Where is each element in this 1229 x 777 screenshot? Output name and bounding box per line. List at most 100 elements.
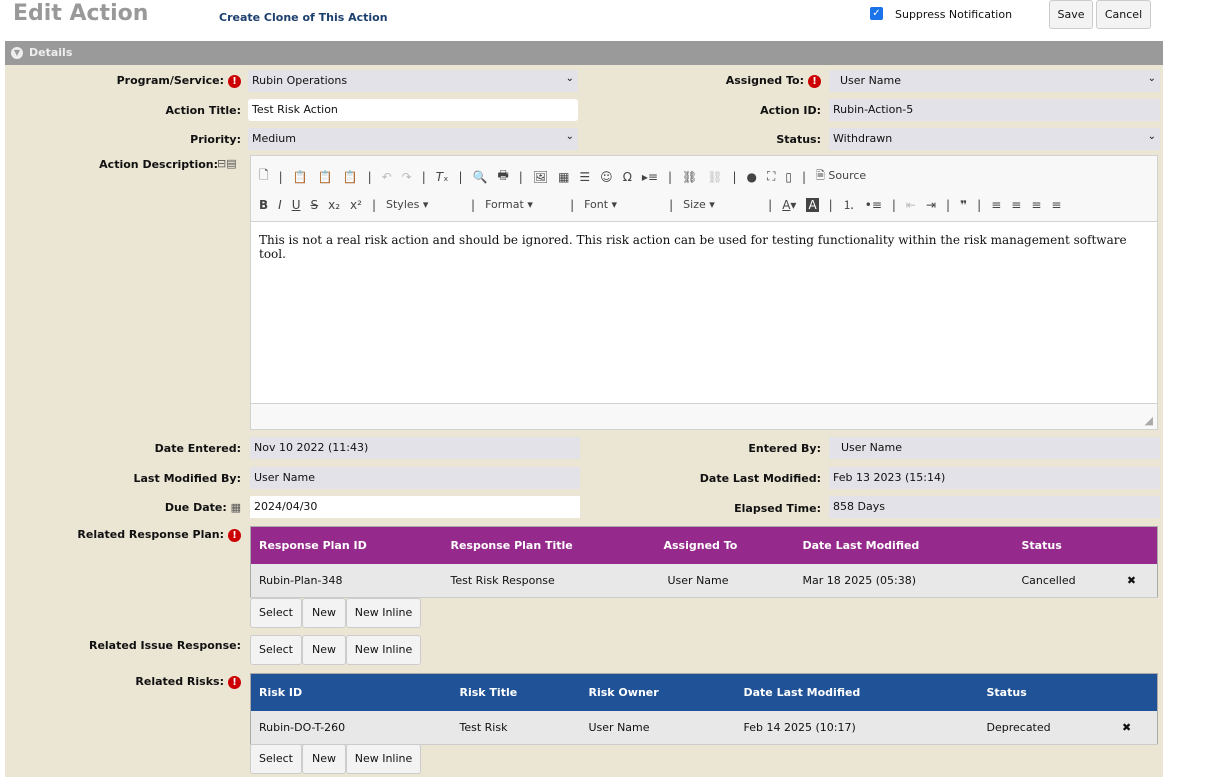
about-icon[interactable]: ●	[746, 169, 757, 184]
related-risks-label: Related Risks:!	[135, 675, 241, 689]
paste-icon[interactable]: 📋	[292, 169, 308, 184]
editor-content[interactable]: This is not a real risk action and shoul…	[259, 233, 1127, 261]
entered-by-value: User Name	[829, 437, 1160, 459]
format-dropdown[interactable]: Format ▾	[485, 198, 533, 211]
horizontal-line-icon[interactable]: ☰	[579, 169, 591, 184]
bullet-list-icon[interactable]: •≡	[864, 197, 882, 212]
source-button[interactable]: 🗎 Source	[816, 169, 867, 182]
undo-icon[interactable]: ↶	[381, 169, 392, 184]
select-button[interactable]: Select	[250, 635, 302, 665]
resize-handle-icon[interactable]: ◢	[1144, 414, 1153, 427]
size-dropdown[interactable]: Size ▾	[683, 198, 715, 211]
italic-icon[interactable]: I	[278, 197, 282, 212]
related-response-plan-label: Related Response Plan:!	[77, 528, 241, 542]
outdent-icon[interactable]: ⇤	[905, 197, 916, 212]
action-title-input[interactable]: Test Risk Action	[248, 99, 578, 121]
table-row[interactable]: Rubin-DO-T-260 Test Risk User Name Feb 14 2…	[250, 710, 1158, 745]
column-header: Risk Title	[459, 685, 518, 699]
entered-by-label: Entered By:	[748, 442, 821, 455]
section-title: Details	[29, 46, 73, 59]
preview-icon[interactable]: 🔍	[472, 169, 488, 184]
calendar-icon[interactable]: ▦	[230, 501, 241, 514]
details-section-header[interactable]: ▼ Details	[5, 41, 1163, 65]
editor-mode-icons[interactable]: ⊟▤	[217, 157, 237, 170]
required-icon: !	[228, 676, 241, 689]
table-header-row: Response Plan ID Response Plan Title Assig…	[250, 526, 1158, 564]
action-description-label: Action Description:	[99, 158, 218, 171]
bg-color-icon[interactable]: A	[806, 197, 819, 212]
suppress-notification-label: Suppress Notification	[895, 8, 1013, 21]
create-clone-link[interactable]: Create Clone of This Action	[219, 11, 388, 24]
show-blocks-icon[interactable]: ▯	[785, 169, 792, 184]
select-button[interactable]: Select	[250, 744, 302, 774]
align-left-icon[interactable]: ≡	[991, 197, 1002, 212]
priority-select[interactable]: Medium ⌄	[248, 128, 578, 150]
due-date-input[interactable]: 2024/04/30	[250, 496, 580, 518]
column-header: Date Last Modified	[802, 538, 920, 552]
new-button[interactable]: New	[302, 744, 346, 774]
bold-icon[interactable]: B	[259, 197, 269, 212]
date-entered-label: Date Entered:	[154, 442, 241, 455]
font-dropdown[interactable]: Font ▾	[584, 198, 618, 211]
column-header: Status	[986, 685, 1027, 699]
save-button[interactable]: Save	[1049, 0, 1093, 29]
cancel-button[interactable]: Cancel	[1096, 0, 1151, 29]
required-icon: !	[228, 529, 241, 542]
new-inline-button[interactable]: New Inline	[346, 744, 421, 774]
subscript-icon[interactable]: x₂	[328, 197, 341, 212]
table-row[interactable]: Rubin-Plan-348 Test Risk Response User Nam…	[250, 563, 1158, 598]
chevron-down-icon: ▼	[11, 47, 23, 59]
program-label: Program/Service:!	[117, 74, 241, 88]
status-select[interactable]: Withdrawn ⌄	[829, 128, 1160, 150]
paste-text-icon[interactable]: 📋	[317, 169, 333, 184]
rich-text-editor[interactable]: 🗋 | 📋 📋 📋 | ↶ ↷ | Tₓ | 🔍 🖶 | 🖼 ▦ ☰ ☺ Ω ▸≡ | ⛓ ⛓ | ● ⛶ ▯ | 🗎 …	[250, 155, 1158, 430]
maximize-icon[interactable]: ⛶	[766, 169, 776, 183]
paste-word-icon[interactable]: 📋	[342, 169, 358, 184]
chevron-down-icon: ⌄	[1147, 73, 1156, 84]
action-id-value: Rubin-Action-5	[829, 99, 1160, 121]
chevron-down-icon: ⌄	[565, 131, 574, 142]
text-color-icon[interactable]: A▾	[782, 197, 797, 212]
new-page-icon[interactable]: 🗋	[259, 168, 269, 182]
page-break-icon[interactable]: ▸≡	[641, 169, 658, 184]
priority-label: Priority:	[190, 133, 241, 146]
underline-icon[interactable]: U	[291, 197, 301, 212]
special-char-icon[interactable]: Ω	[622, 169, 632, 184]
unlink-icon[interactable]: ⛓	[707, 169, 723, 184]
link-icon[interactable]: ⛓	[681, 169, 698, 184]
risks-table: Risk ID Risk Title Risk Owner Date Last Mod…	[250, 673, 1158, 745]
strike-icon[interactable]: S	[310, 197, 319, 212]
new-inline-button[interactable]: New Inline	[346, 598, 421, 628]
editor-footer: ◢	[251, 403, 1157, 429]
new-inline-button[interactable]: New Inline	[346, 635, 421, 665]
table-header-row: Risk ID Risk Title Risk Owner Date Last Mod…	[250, 673, 1158, 711]
column-header: Response Plan ID	[259, 538, 367, 552]
superscript-icon[interactable]: x²	[350, 197, 362, 212]
align-center-icon[interactable]: ≡	[1011, 197, 1022, 212]
remove-format-icon[interactable]: Tₓ	[435, 169, 449, 184]
indent-icon[interactable]: ⇥	[925, 197, 937, 212]
numbered-list-icon[interactable]: ⒈	[842, 198, 855, 212]
column-header: Response Plan Title	[450, 538, 573, 552]
select-button[interactable]: Select	[250, 598, 302, 628]
suppress-notification-checkbox[interactable]: ✓	[870, 7, 883, 20]
styles-dropdown[interactable]: Styles ▾	[386, 198, 429, 211]
align-right-icon[interactable]: ≡	[1031, 197, 1042, 212]
redo-icon[interactable]: ↷	[401, 169, 412, 184]
image-icon[interactable]: 🖼	[532, 169, 549, 184]
table-icon[interactable]: ▦	[558, 169, 570, 184]
new-button[interactable]: New	[302, 635, 346, 665]
date-entered-value: Nov 10 2022 (11:43)	[250, 437, 580, 459]
new-button[interactable]: New	[302, 598, 346, 628]
remove-icon[interactable]: ✖	[1114, 710, 1158, 745]
remove-icon[interactable]: ✖	[1118, 563, 1158, 598]
smiley-icon[interactable]: ☺	[600, 169, 613, 184]
blockquote-icon[interactable]: ❞	[960, 197, 968, 212]
assigned-select[interactable]: User Name ⌄	[829, 70, 1160, 92]
program-select[interactable]: Rubin Operations ⌄	[248, 70, 578, 92]
justify-icon[interactable]: ≡	[1051, 197, 1062, 212]
chevron-down-icon: ⌄	[565, 73, 574, 84]
column-header: Assigned To	[663, 538, 738, 552]
print-icon[interactable]: 🖶	[497, 168, 509, 182]
elapsed-time-label: Elapsed Time:	[734, 502, 821, 515]
